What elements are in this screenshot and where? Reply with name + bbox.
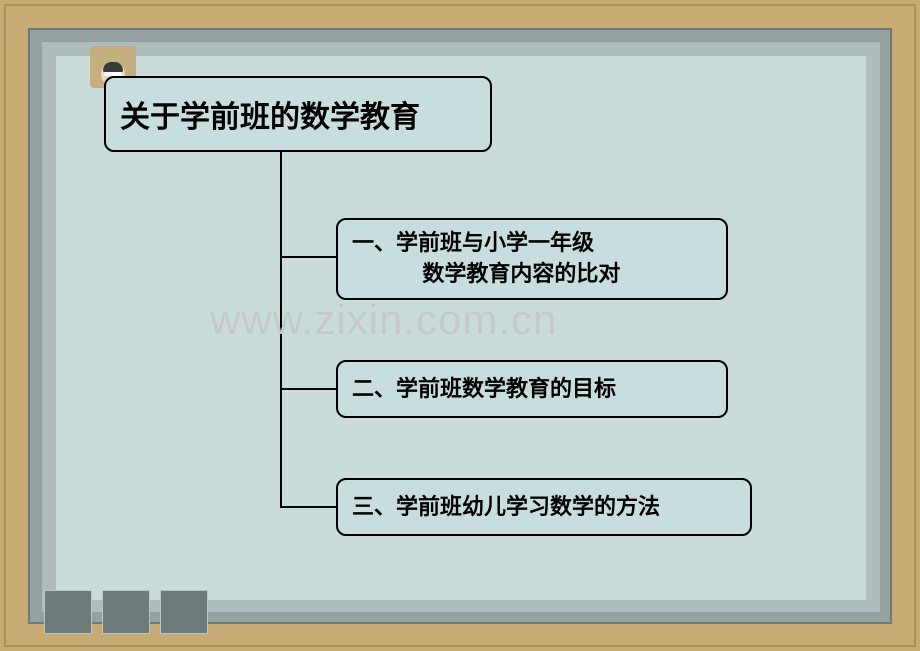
tree-branch-3 <box>280 506 336 508</box>
deco-square-2 <box>102 590 150 634</box>
title-text: 关于学前班的数学教育 <box>120 92 476 136</box>
item-1-line-2: 数学教育内容的比对 <box>352 259 712 290</box>
title-box: 关于学前班的数学教育 <box>104 76 492 152</box>
item-3-line-1: 三、学前班幼儿学习数学的方法 <box>352 492 736 523</box>
deco-square-1 <box>44 590 92 634</box>
item-box-2: 二、学前班数学教育的目标 <box>336 360 728 418</box>
tree-branch-2 <box>280 388 336 390</box>
item-box-1: 一、学前班与小学一年级 数学教育内容的比对 <box>336 218 728 300</box>
item-2-line-1: 二、学前班数学教育的目标 <box>352 374 712 405</box>
tree-branch-1 <box>280 256 336 258</box>
item-1-line-1: 一、学前班与小学一年级 <box>352 228 712 259</box>
item-box-3: 三、学前班幼儿学习数学的方法 <box>336 478 752 536</box>
avatar-hair <box>103 62 123 72</box>
deco-square-3 <box>160 590 208 634</box>
tree-trunk <box>280 152 282 508</box>
slide: 关于学前班的数学教育 一、学前班与小学一年级 数学教育内容的比对 二、学前班数学… <box>0 0 920 651</box>
